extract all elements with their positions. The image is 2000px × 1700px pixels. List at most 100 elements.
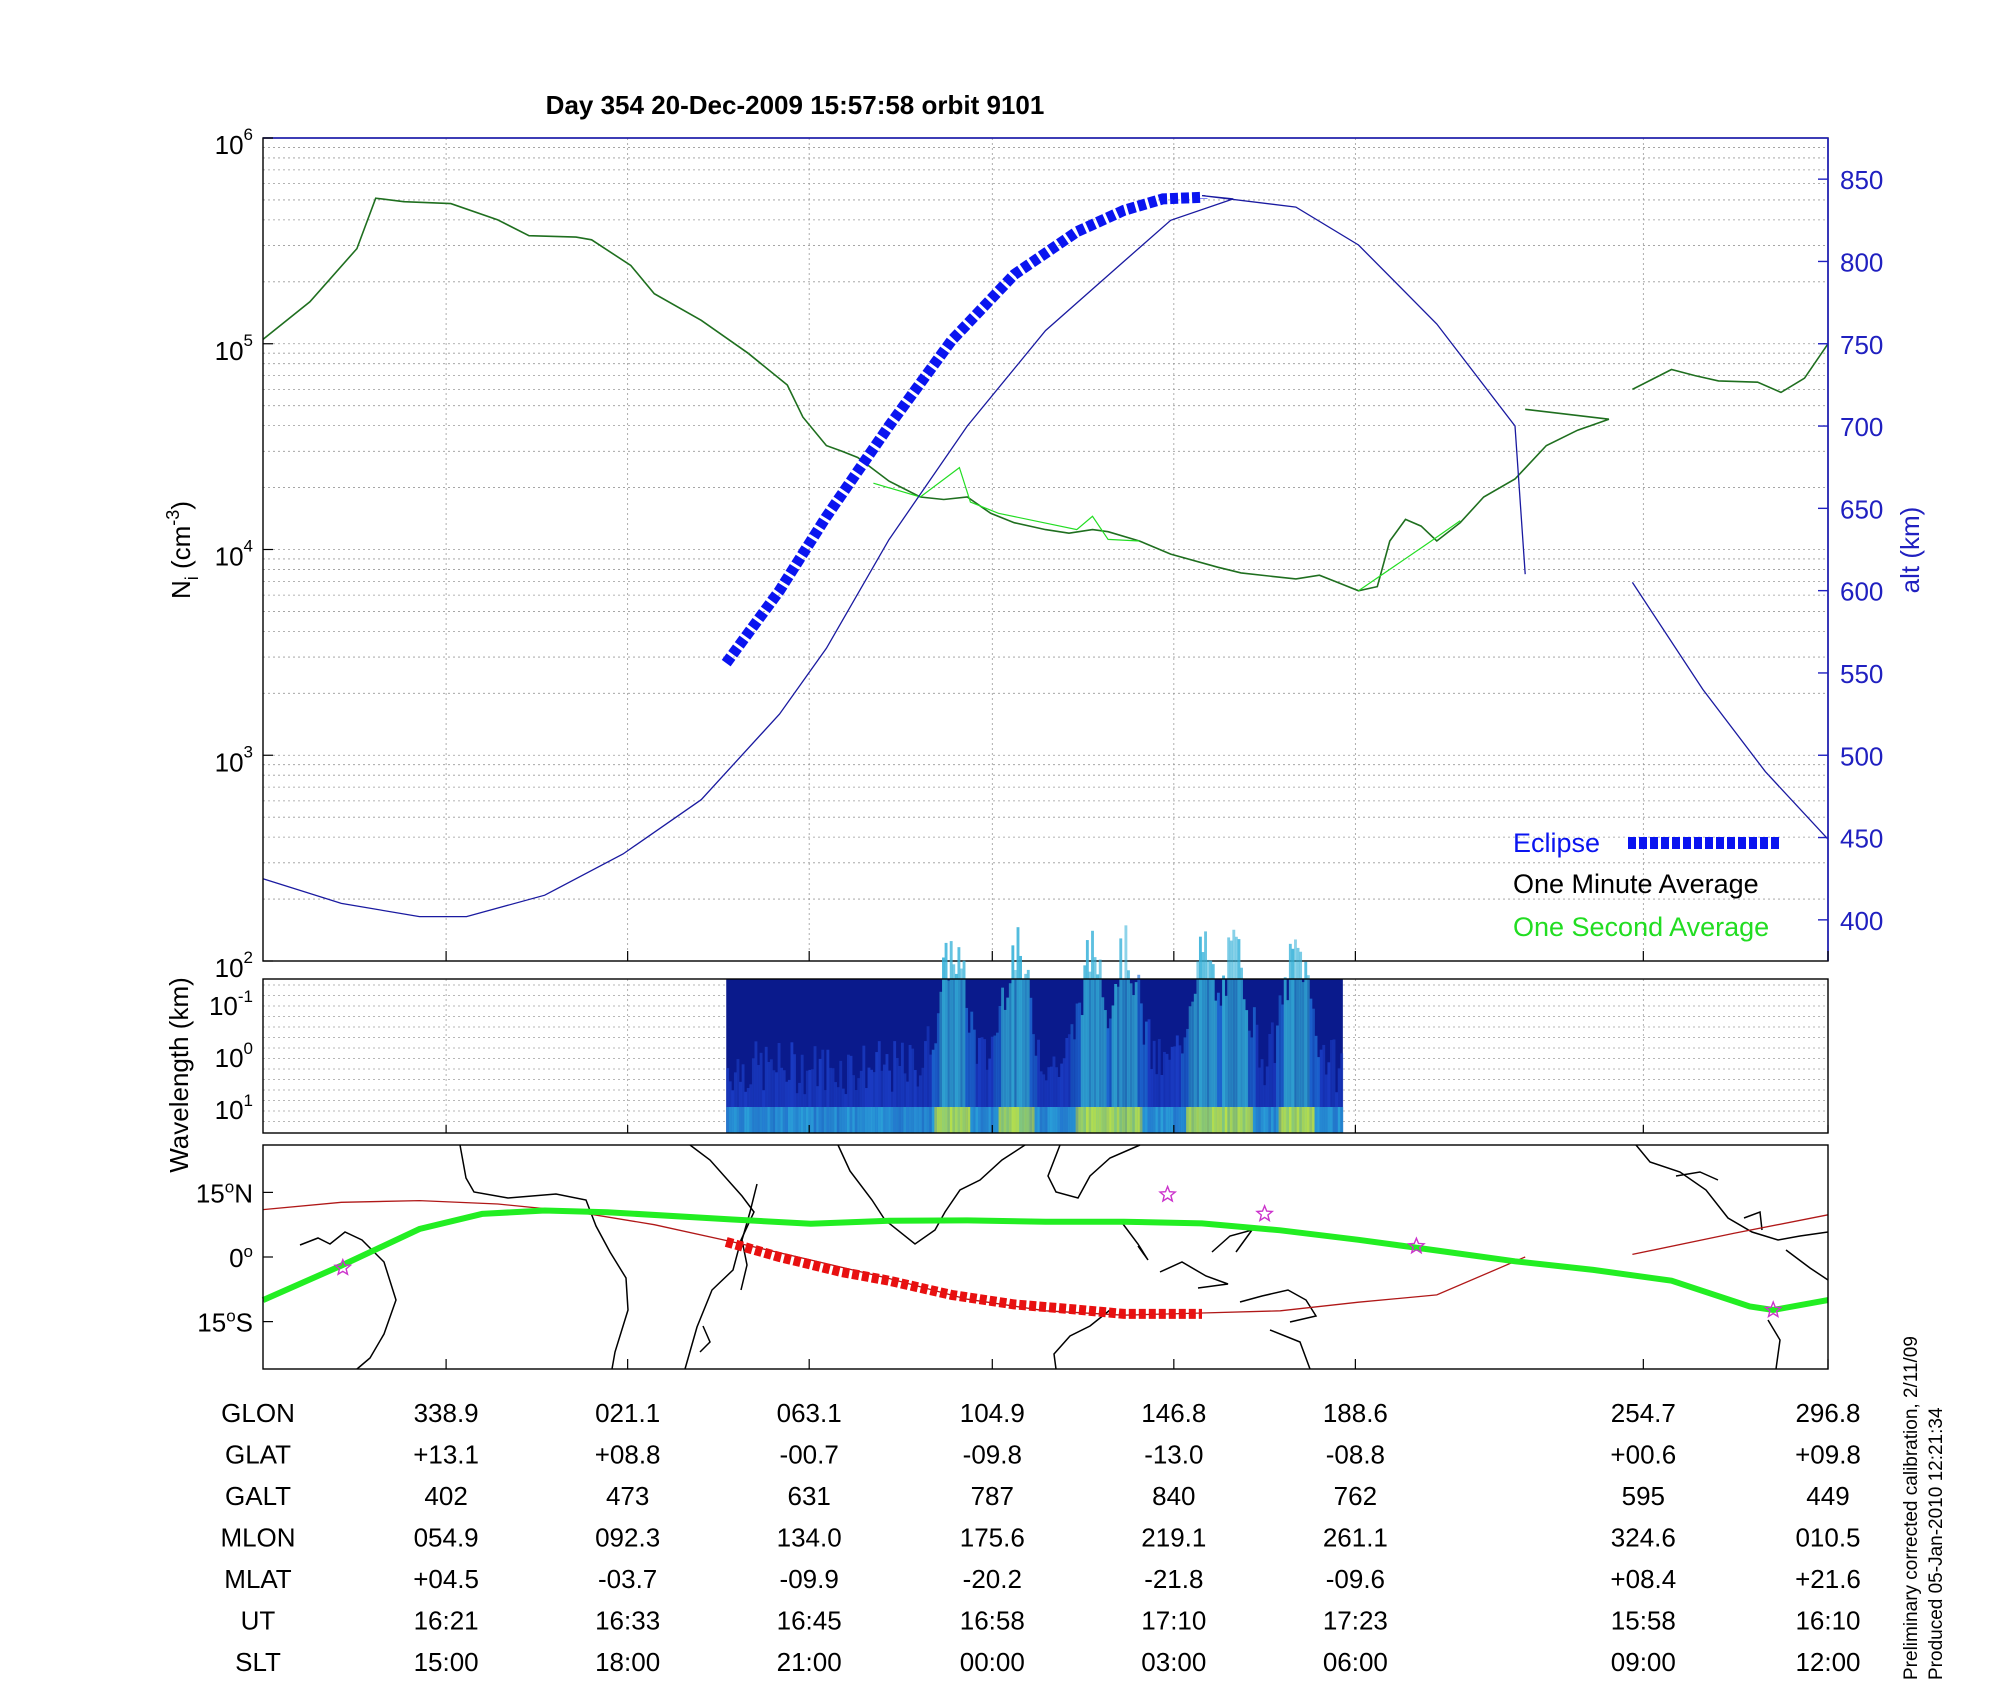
spectrogram-column [1127, 970, 1130, 1133]
spectrogram-low-band [934, 1107, 938, 1133]
spectrogram-low-band [924, 1107, 927, 1133]
spectrogram-low-band [1330, 1107, 1333, 1133]
spectrogram-column [1219, 1005, 1223, 1133]
ephemeris-cell: 175.6 [960, 1523, 1025, 1553]
spectrogram-low-band [931, 1107, 935, 1133]
spectrogram-column [1281, 1004, 1285, 1133]
spectrogram-low-band [1240, 1107, 1243, 1133]
ephemeris-cell: -08.8 [1326, 1440, 1385, 1470]
spectrogram-low-band [1096, 1107, 1100, 1133]
spectrogram-column [1065, 1038, 1069, 1133]
spectrogram-low-band [1111, 1107, 1115, 1133]
spectrogram-column [870, 1069, 873, 1133]
spectrogram-column [1173, 1046, 1177, 1133]
spectrogram-column [949, 941, 953, 1133]
coastline [1053, 1309, 1111, 1370]
spectrogram-column [988, 1058, 992, 1133]
spectrogram-low-band [1152, 1107, 1156, 1133]
spectrogram-column [826, 1049, 830, 1133]
spectrogram-column [793, 1054, 796, 1133]
ephemeris-cell: 631 [787, 1481, 830, 1511]
ephemeris-cell: 00:00 [960, 1647, 1025, 1677]
spectrogram-low-band [1258, 1107, 1261, 1133]
spectrogram-low-band [1186, 1107, 1189, 1133]
spectrogram-low-band [1101, 1107, 1105, 1133]
spectrogram-low-band [1075, 1107, 1079, 1133]
spectrogram-column [1278, 995, 1282, 1133]
spectrogram-column [926, 1026, 930, 1133]
footnote: Preliminary corrected calibration, 2/11/… [1901, 1336, 1947, 1680]
spectrogram-column [1008, 983, 1012, 1133]
spectrogram-column [767, 1062, 771, 1133]
ephemeris-cell: 16:21 [414, 1606, 479, 1636]
spectrogram-low-band [1019, 1107, 1022, 1133]
spectrogram-column [1265, 1066, 1269, 1133]
spectrogram-column [944, 942, 948, 1133]
spectrogram-low-band [1198, 1107, 1202, 1133]
spectrogram-column [1093, 957, 1097, 1133]
spectrogram-column [1322, 1044, 1326, 1133]
spectrogram-low-band [1088, 1107, 1092, 1133]
spectrogram-low-band [1109, 1107, 1112, 1133]
spectrogram-column [1132, 995, 1136, 1133]
spectrogram-low-band [1317, 1107, 1321, 1133]
ephemeris-row-label: MLAT [224, 1564, 292, 1594]
spectrogram-low-band [1252, 1107, 1256, 1133]
spectrogram-low-band [877, 1107, 881, 1133]
spectrogram-column [934, 1043, 938, 1133]
spectrogram-column [1216, 992, 1220, 1133]
spectrogram-low-band [780, 1107, 784, 1133]
ephemeris-cell: 188.6 [1323, 1398, 1388, 1428]
spectrogram-low-band [1031, 1107, 1035, 1133]
spectrogram-column [1186, 1028, 1189, 1133]
ephemeris-cell: -09.9 [780, 1564, 839, 1594]
spectrogram-column [846, 1054, 850, 1133]
spectrogram-column [942, 957, 945, 1133]
spectrogram-low-band [1070, 1107, 1074, 1133]
spectrogram-low-band [1183, 1107, 1187, 1133]
spectrogram-column [1291, 948, 1295, 1133]
spectrogram-column [1270, 1022, 1274, 1133]
spectrogram-column [811, 1069, 814, 1133]
spectrogram-column [1116, 986, 1120, 1133]
right-tick-label: 800 [1840, 247, 1883, 277]
spectrogram-column [967, 1032, 971, 1133]
spectrogram-column [1147, 1019, 1151, 1133]
ephemeris-cell: 254.7 [1611, 1398, 1676, 1428]
coastline [1119, 1219, 1149, 1261]
spectrogram-low-band [1322, 1107, 1326, 1133]
spectrogram-column [764, 1046, 768, 1133]
star-marker [333, 1257, 353, 1276]
spectrogram-column [754, 1041, 758, 1133]
spectrogram-column [1209, 960, 1213, 1133]
right-tick-label: 650 [1840, 494, 1883, 524]
left-axis-ticks: 102 103 104 105 106 [215, 125, 273, 983]
ephemeris-cell: -03.7 [598, 1564, 657, 1594]
spectrogram-column [1070, 1024, 1074, 1133]
spectrogram-low-band [764, 1107, 768, 1133]
spectrogram-column [1044, 1080, 1048, 1133]
spectrogram-column [885, 1054, 889, 1133]
spectrogram-column [1340, 1053, 1344, 1133]
spectrogram-low-band [965, 1107, 969, 1133]
spectrogram-low-band [1270, 1107, 1274, 1133]
spectrogram-column [769, 1059, 773, 1133]
spectrogram-column [947, 980, 951, 1133]
spectrogram-column [1088, 971, 1092, 1133]
spectrogram-column [736, 1059, 740, 1133]
spectrogram-column [808, 1069, 812, 1133]
spectrogram-column [913, 1070, 917, 1133]
spectrogram-low-band [1237, 1107, 1241, 1133]
spectrogram-column [1098, 959, 1102, 1133]
spectrogram-column [1299, 951, 1303, 1133]
spectrogram-low-band [831, 1107, 835, 1133]
spectrogram-low-band [844, 1107, 848, 1133]
map-tracks [261, 1199, 1829, 1319]
spectrogram-column [1106, 1028, 1110, 1133]
spectrogram-column [1240, 967, 1243, 1133]
spectrogram-low-band [1114, 1107, 1118, 1133]
spectrogram-low-band [1006, 1107, 1010, 1133]
spectrogram-low-band [1288, 1107, 1292, 1133]
spectrogram-column [1163, 1051, 1166, 1133]
